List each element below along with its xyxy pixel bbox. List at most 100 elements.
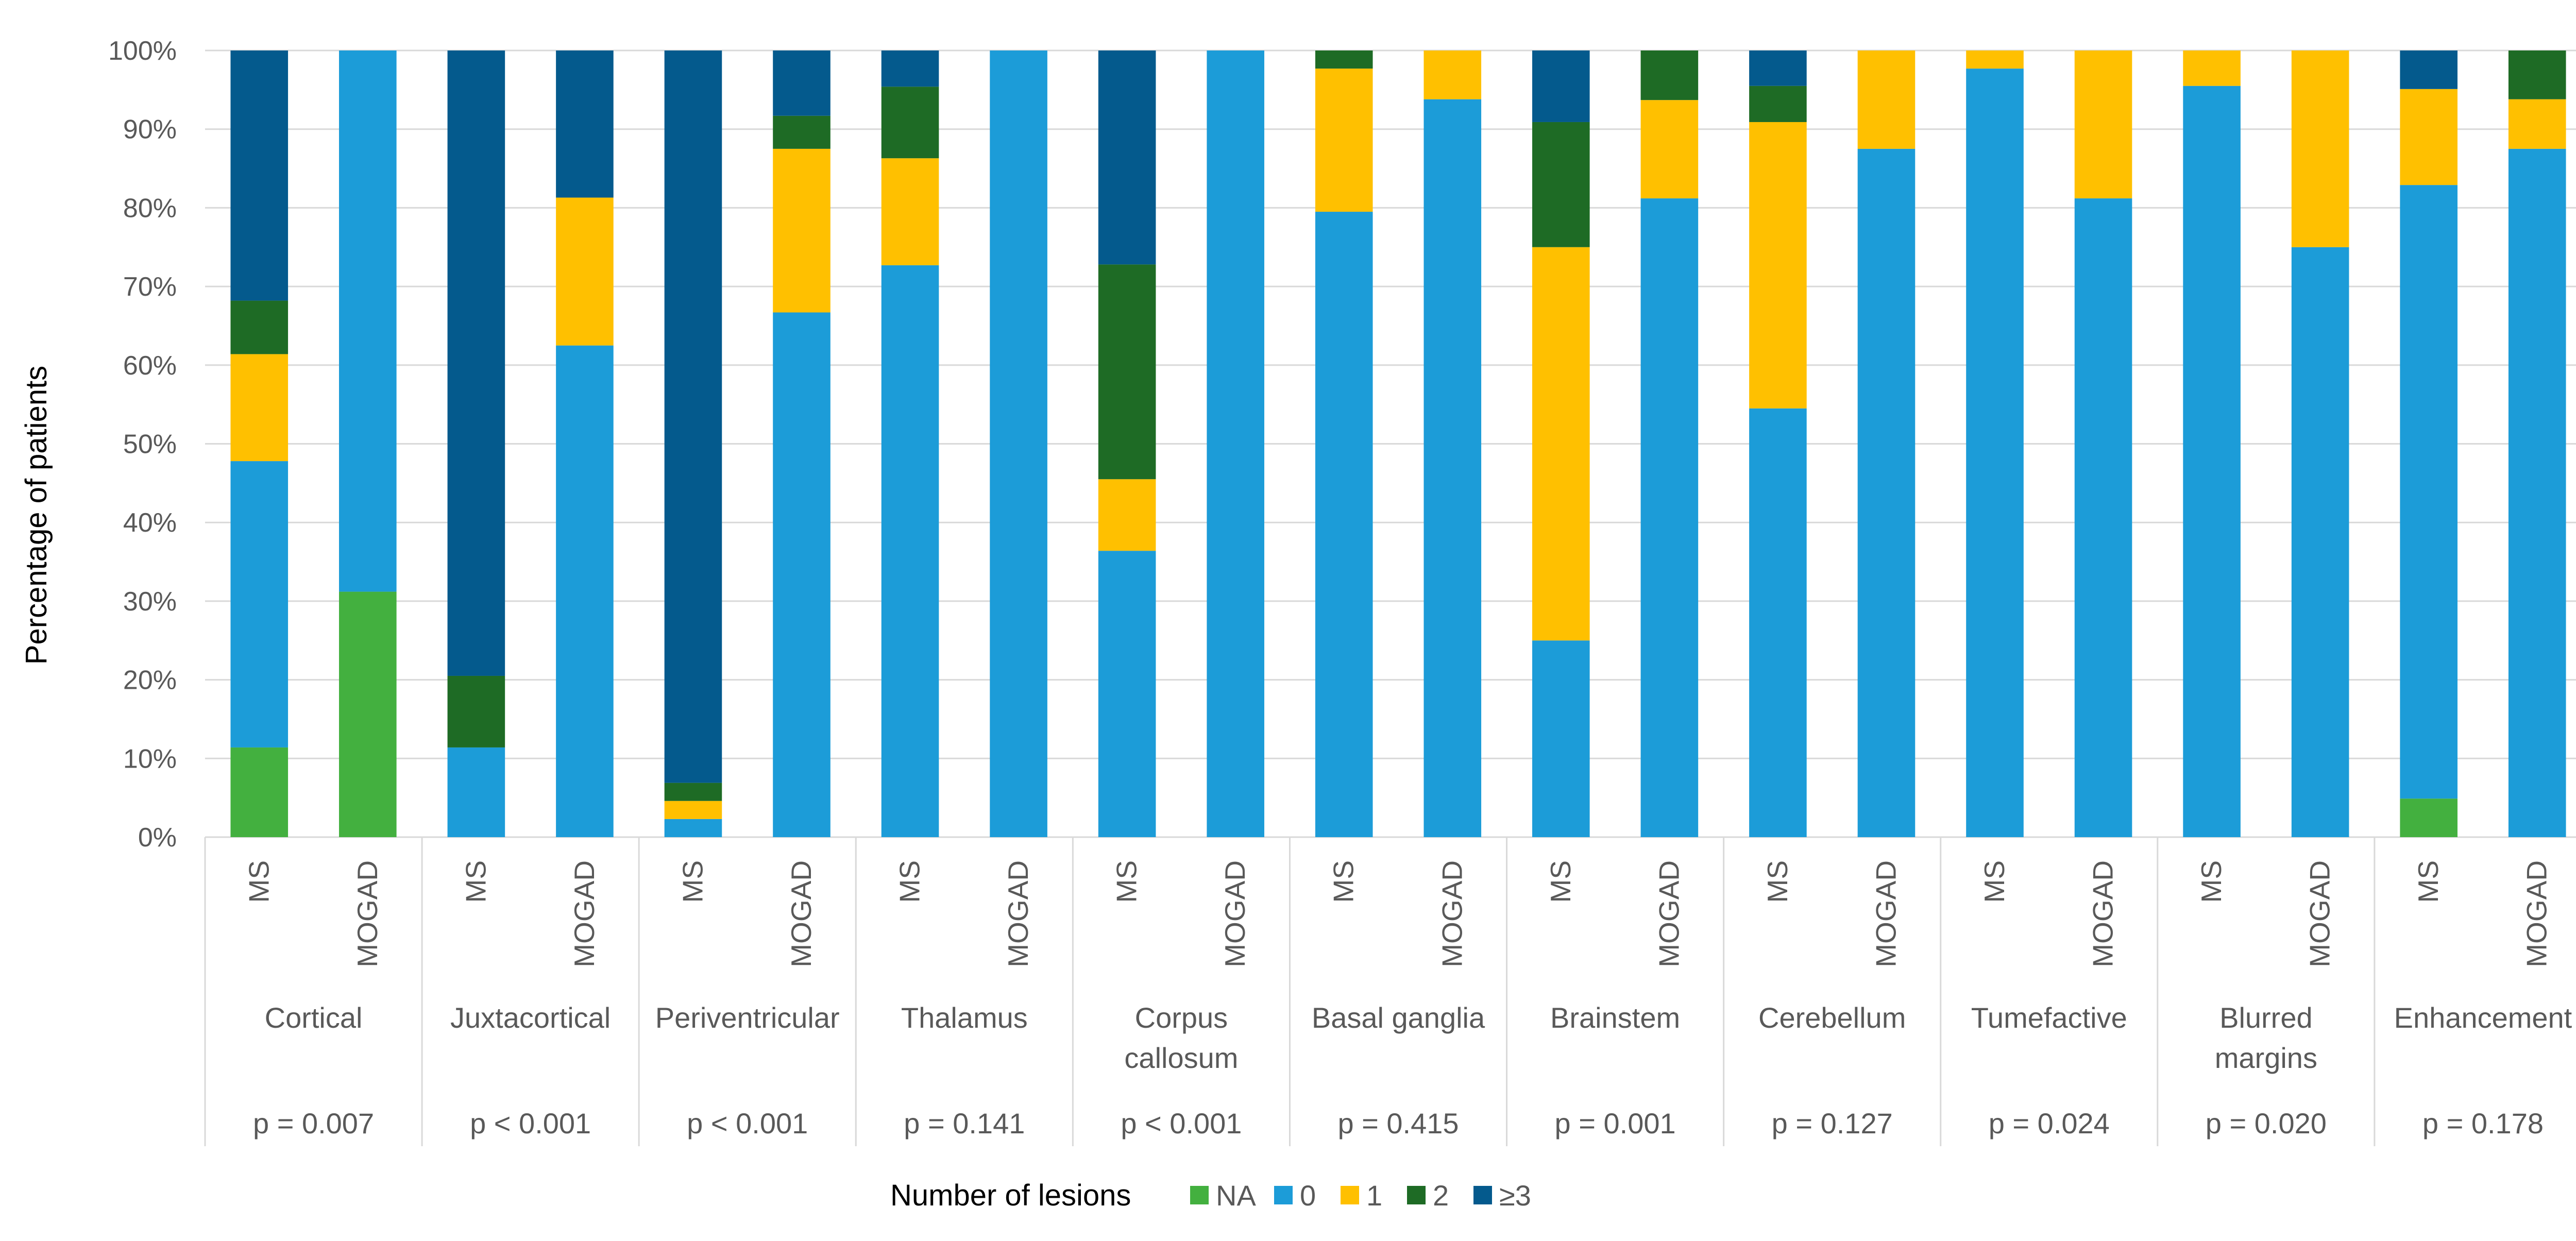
- bar-label: MOGAD: [1870, 860, 1902, 967]
- bar-segment-1: [881, 158, 939, 265]
- bar-segment-0: [881, 265, 939, 837]
- legend-swatch: [1473, 1186, 1492, 1204]
- bar-segment-gte3: [230, 50, 289, 301]
- legend-label: 1: [1366, 1179, 1382, 1212]
- bar-segment-1: [2183, 50, 2241, 86]
- y-tick-label: 100%: [108, 36, 177, 66]
- bar-label: MOGAD: [1436, 860, 1468, 967]
- y-tick-label: 50%: [123, 430, 177, 460]
- bar-segment-1: [1098, 479, 1156, 551]
- bar-label: MOGAD: [568, 860, 600, 967]
- bar-segment-1: [1640, 100, 1699, 199]
- bar-label: MS: [460, 860, 492, 903]
- legend-title: Number of lesions: [890, 1179, 1131, 1212]
- p-value-label: p = 0.007: [253, 1107, 374, 1140]
- p-value-label: p < 0.001: [687, 1107, 808, 1140]
- bar-segment-2: [1532, 122, 1590, 247]
- y-tick-label: 30%: [123, 587, 177, 617]
- bar-segment-2: [773, 115, 831, 149]
- group-label: Enhancement: [2394, 1001, 2572, 1034]
- group-label: Periventricular: [655, 1001, 840, 1034]
- bar-segment-1: [664, 801, 722, 819]
- bar-segment-1: [1315, 69, 1373, 212]
- group-label: Cortical: [265, 1001, 363, 1034]
- bar-segment-0: [1857, 148, 1916, 837]
- bar-segment-0: [2291, 247, 2349, 837]
- bar-segment-1: [1966, 50, 2024, 69]
- bar-segment-0: [339, 50, 397, 592]
- legend-label: ≥3: [1499, 1179, 1531, 1212]
- legend-swatch: [1274, 1186, 1293, 1204]
- p-value-label: p < 0.001: [1121, 1107, 1242, 1140]
- p-value-label: p = 0.415: [1337, 1107, 1459, 1140]
- bar-segment-2: [1098, 264, 1156, 480]
- bar-segment-na: [230, 747, 289, 837]
- group-label: Brainstem: [1550, 1001, 1680, 1034]
- bar-label: MOGAD: [1653, 860, 1685, 967]
- x-axis-categories: MS MOGAD Cortical p = 0.007 MS MOGAD Juxtacort…: [204, 837, 2572, 1146]
- group-label: Cerebellum: [1758, 1001, 1906, 1034]
- bar-segment-0: [2074, 198, 2132, 838]
- bar-segment-0: [1749, 408, 1807, 837]
- bar-segment-1: [2074, 50, 2132, 199]
- bar-segment-0: [1098, 551, 1156, 837]
- bar-segment-0: [773, 312, 831, 837]
- group-label: Thalamus: [901, 1001, 1028, 1034]
- legend-label: 0: [1300, 1179, 1316, 1212]
- legend-label: 2: [1433, 1179, 1449, 1212]
- p-value-label: p = 0.020: [2206, 1107, 2327, 1140]
- bar-label: MS: [1111, 860, 1143, 903]
- bar-label: MS: [2412, 860, 2444, 903]
- bar-label: MS: [2195, 860, 2227, 903]
- bar-segment-0: [1207, 50, 1264, 837]
- bar-segment-0: [1640, 198, 1699, 838]
- bar-segment-1: [1749, 122, 1807, 409]
- y-tick-label: 60%: [123, 351, 177, 381]
- bar-label: MS: [676, 860, 708, 903]
- group-label: Juxtacortical: [450, 1001, 611, 1034]
- bar-segment-0: [2508, 148, 2566, 837]
- p-value-label: p = 0.001: [1555, 1107, 1676, 1140]
- bar-segment-2: [1315, 50, 1373, 69]
- bar-label: MOGAD: [785, 860, 817, 967]
- p-value-label: p = 0.024: [1989, 1107, 2110, 1140]
- bar-segment-0: [2183, 86, 2241, 838]
- bar-segment-1: [1857, 50, 1916, 149]
- y-axis-ticks: 0% 10% 20% 30% 40% 50% 60% 70% 80% 90% 100%: [108, 36, 177, 853]
- y-tick-label: 20%: [123, 666, 177, 695]
- bar-label: MOGAD: [1219, 860, 1251, 967]
- legend-swatch: [1190, 1186, 1209, 1204]
- bar-segment-gte3: [664, 50, 722, 783]
- bar-segment-0: [447, 747, 505, 837]
- bar-label: MOGAD: [351, 860, 383, 967]
- bar-segment-0: [2400, 185, 2458, 799]
- bar-segment-1: [2508, 99, 2566, 149]
- p-value-label: p = 0.141: [904, 1107, 1025, 1140]
- y-tick-label: 70%: [123, 272, 177, 302]
- legend: Number of lesions NA 0 1 2 ≥3: [890, 1179, 1531, 1212]
- bar-segment-gte3: [2400, 50, 2458, 89]
- y-tick-label: 90%: [123, 115, 177, 145]
- bar-label: MOGAD: [2304, 860, 2336, 967]
- bar-segment-0: [990, 50, 1047, 837]
- p-value-label: p = 0.178: [2422, 1107, 2544, 1140]
- bar-segment-gte3: [1532, 50, 1590, 122]
- group-label: Blurred margins: [2215, 1001, 2317, 1074]
- legend-swatch: [1407, 1186, 1426, 1204]
- bar-label: MS: [1545, 860, 1577, 903]
- bar-segment-1: [2400, 89, 2458, 185]
- bar-segment-2: [664, 783, 722, 801]
- group-label: Basal ganglia: [1312, 1001, 1485, 1034]
- bar-label: MS: [1978, 860, 2010, 903]
- bar-segment-2: [230, 300, 289, 354]
- bars: [230, 50, 2566, 838]
- y-axis-title: Percentage of patients: [20, 366, 53, 665]
- bar-segment-0: [664, 819, 722, 837]
- bar-segment-1: [2291, 50, 2349, 247]
- bar-label: MOGAD: [2521, 860, 2553, 967]
- bar-segment-0: [1423, 99, 1482, 838]
- y-tick-label: 10%: [123, 744, 177, 774]
- p-value-label: p < 0.001: [470, 1107, 591, 1140]
- bar-label: MS: [243, 860, 275, 903]
